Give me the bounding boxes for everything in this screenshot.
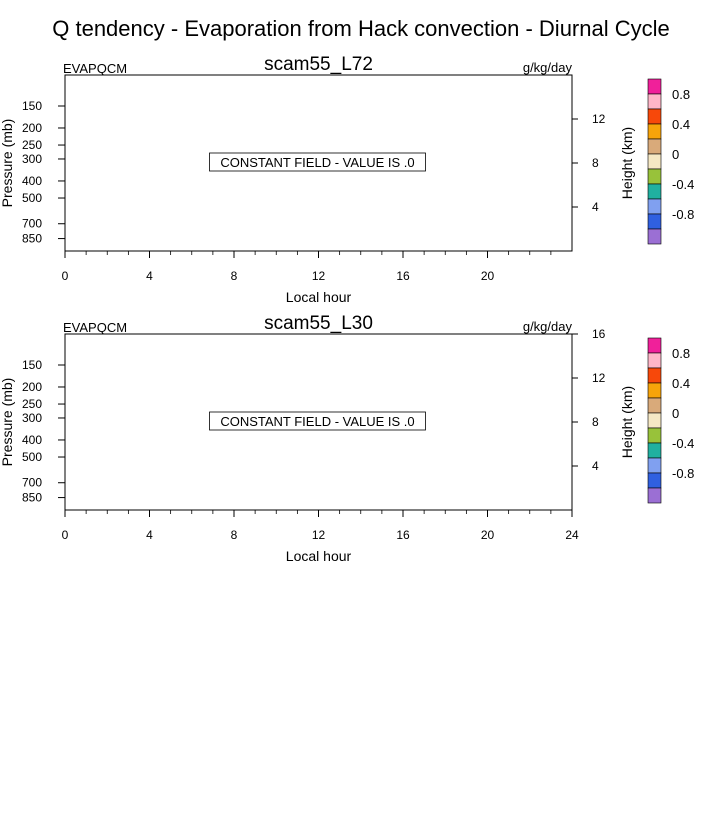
x-tick-label: 24 xyxy=(565,528,579,542)
chart-panel-2: scam55_L30 EVAPQCM g/kg/day 0 4 8 12 16 20 24 150 2… xyxy=(0,313,694,564)
colorbar-swatch xyxy=(647,367,662,384)
constant-field-box xyxy=(209,411,426,431)
x-tick-label: 12 xyxy=(312,528,326,542)
x-axis-title: Local hour xyxy=(286,548,352,564)
constant-field-message: CONSTANT FIELD - VALUE IS .0 xyxy=(220,155,414,170)
x-tick-label: 12 xyxy=(312,269,326,283)
colorbar-swatch xyxy=(647,457,662,474)
units-label: g/kg/day xyxy=(523,319,573,334)
y-axis-title: Pressure (mb) xyxy=(0,119,15,208)
y-tick-label: 850 xyxy=(22,491,42,505)
colorbar-swatch xyxy=(647,397,662,414)
colorbar-swatch xyxy=(647,472,662,489)
colorbar-swatch xyxy=(647,183,662,200)
colorbar-swatch xyxy=(647,412,662,429)
y-right-tick-label: 8 xyxy=(592,415,599,429)
y-right-tick-label: 12 xyxy=(592,112,606,126)
x-tick-label: 0 xyxy=(62,528,69,542)
colorbar-swatch xyxy=(647,78,662,95)
x-tick-label: 0 xyxy=(62,269,69,283)
y-tick-label: 700 xyxy=(22,476,42,490)
panel-title: scam55_L72 xyxy=(264,54,373,75)
y-tick-label: 250 xyxy=(22,138,42,152)
y-tick-label: 300 xyxy=(22,152,42,166)
y-axis-title: Pressure (mb) xyxy=(0,378,15,467)
y-tick-label: 500 xyxy=(22,450,42,464)
constant-field-message: CONSTANT FIELD - VALUE IS .0 xyxy=(220,414,414,429)
y-tick-label: 400 xyxy=(22,174,42,188)
colorbar-swatch xyxy=(647,337,662,354)
colorbar-label: -0.4 xyxy=(672,177,694,192)
colorbar-swatch xyxy=(647,352,662,369)
y-tick-label: 200 xyxy=(22,380,42,394)
colorbar-swatch xyxy=(647,427,662,444)
colorbar-label: -0.4 xyxy=(672,436,694,451)
y-tick-label: 300 xyxy=(22,411,42,425)
y-tick-label: 500 xyxy=(22,191,42,205)
colorbar-swatch xyxy=(647,198,662,215)
colorbar-swatch xyxy=(647,138,662,155)
panel-title: scam55_L30 xyxy=(264,313,373,334)
x-tick-label: 8 xyxy=(231,269,238,283)
x-axis-title: Local hour xyxy=(286,289,352,305)
x-tick-label: 4 xyxy=(146,269,153,283)
chart-panel-1: scam55_L72 EVAPQCM g/kg/day 0 4 8 12 16 20 150 200… xyxy=(0,54,694,305)
y-tick-label: 700 xyxy=(22,217,42,231)
colorbar-swatch xyxy=(647,213,662,230)
y-right-tick-label: 4 xyxy=(592,459,599,473)
y-right-axis-title: Height (km) xyxy=(619,127,635,199)
y-right-tick-label: 4 xyxy=(592,200,599,214)
colorbar-label: 0 xyxy=(672,147,679,162)
colorbar-label: 0.4 xyxy=(672,376,690,391)
y-tick-label: 850 xyxy=(22,232,42,246)
colorbar-swatch xyxy=(647,93,662,110)
y-tick-label: 200 xyxy=(22,121,42,135)
colorbar-swatch xyxy=(647,487,662,504)
y-tick-label: 250 xyxy=(22,397,42,411)
colorbar-swatch xyxy=(647,108,662,125)
y-tick-label: 400 xyxy=(22,433,42,447)
colorbar-swatch xyxy=(647,168,662,185)
colorbar-label: 0 xyxy=(672,406,679,421)
x-tick-label: 20 xyxy=(481,269,495,283)
x-tick-label: 16 xyxy=(396,269,410,283)
colorbar-swatch xyxy=(647,228,662,245)
y-tick-label: 150 xyxy=(22,358,42,372)
colorbar-label: -0.8 xyxy=(672,466,694,481)
y-right-tick-label: 16 xyxy=(592,327,606,341)
colorbar-label: -0.8 xyxy=(672,207,694,222)
constant-field-box xyxy=(209,152,426,172)
y-right-tick-label: 12 xyxy=(592,371,606,385)
variable-label: EVAPQCM xyxy=(63,61,127,76)
variable-label: EVAPQCM xyxy=(63,320,127,335)
y-tick-label: 150 xyxy=(22,99,42,113)
units-label: g/kg/day xyxy=(523,60,573,75)
y-right-axis-title: Height (km) xyxy=(619,386,635,458)
figure-title: Q tendency - Evaporation from Hack conve… xyxy=(52,16,669,41)
colorbar-label: 0.8 xyxy=(672,87,690,102)
colorbar-label: 0.8 xyxy=(672,346,690,361)
x-tick-label: 20 xyxy=(481,528,495,542)
x-tick-label: 8 xyxy=(231,528,238,542)
colorbar-swatch xyxy=(647,442,662,459)
colorbar-swatch xyxy=(647,153,662,170)
colorbar-swatch xyxy=(647,382,662,399)
colorbar-swatch xyxy=(647,123,662,140)
x-tick-label: 4 xyxy=(146,528,153,542)
x-tick-label: 16 xyxy=(396,528,410,542)
y-right-tick-label: 8 xyxy=(592,156,599,170)
colorbar-label: 0.4 xyxy=(672,117,690,132)
